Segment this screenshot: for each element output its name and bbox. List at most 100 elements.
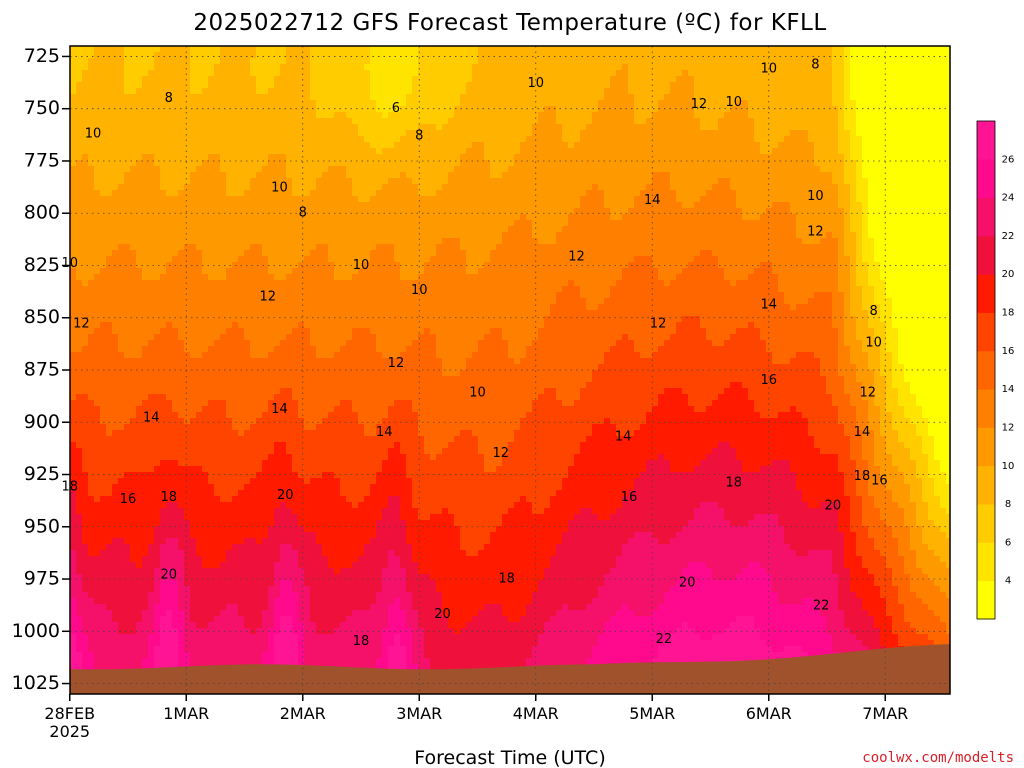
contour-label: 20 — [434, 607, 451, 622]
contour-label: 20 — [277, 488, 294, 503]
colorbar-segment — [977, 542, 995, 582]
contour-label: 10 — [469, 385, 486, 400]
colorbar-label: 14 — [1002, 384, 1015, 395]
y-tick-label: 950 — [24, 515, 60, 537]
contour-label: 12 — [807, 225, 824, 240]
x-axis-label: Forecast Time (UTC) — [414, 747, 605, 768]
colorbar-segment — [977, 465, 995, 505]
color-bar: 4 6 8 10 12 14 16 18 20 22 24 26 — [976, 120, 1015, 620]
contour-label: 16 — [621, 490, 638, 505]
contour-label: 18 — [726, 475, 743, 490]
y-tick-label: 1025 — [12, 672, 60, 694]
contour-label: 20 — [679, 576, 696, 591]
x-tick-label: 1MAR — [163, 704, 209, 723]
contour-label: 8 — [299, 206, 307, 221]
colorbar-segment — [977, 580, 995, 620]
contour-label: 14 — [615, 429, 632, 444]
contour-label: 10 — [807, 189, 824, 204]
contour-label: 18 — [854, 469, 871, 484]
contour-label: 22 — [656, 632, 673, 647]
contour-label: 10 — [353, 258, 370, 273]
credit-text: coolwx.com/modelts — [862, 750, 1014, 766]
y-tick-label: 975 — [24, 568, 60, 590]
y-axis: 725 750 775 800 825 850 875 900 925 950 975 1000 102… — [12, 45, 70, 694]
x-tick-label: 3MAR — [396, 704, 442, 723]
x-tick-label: 2MAR — [280, 704, 326, 723]
contour-label: 10 — [865, 335, 882, 350]
contour-label: 14 — [644, 193, 661, 208]
contour-label: 10 — [271, 181, 288, 196]
contour-label: 20 — [161, 567, 178, 582]
contour-label: 22 — [813, 599, 830, 614]
contour-label: 12 — [73, 317, 90, 332]
x-tick-sublabel: 2025 — [49, 722, 90, 741]
contour-label: 10 — [760, 61, 777, 76]
colorbar-segment — [977, 274, 995, 313]
contour-label: 10 — [726, 95, 743, 110]
contour-label: 6 — [392, 101, 400, 116]
grid-lines — [70, 46, 950, 694]
contour-label: 14 — [376, 425, 393, 440]
contour-label: 12 — [493, 446, 510, 461]
contour-label: 8 — [415, 128, 423, 143]
colorbar-label: 10 — [1002, 461, 1015, 472]
colorbar-segment — [977, 197, 995, 237]
contour-label: 18 — [161, 490, 178, 505]
colorbar-segment — [977, 235, 995, 275]
colorbar-label: 20 — [1002, 269, 1015, 280]
contour-label: 12 — [388, 356, 405, 371]
y-tick-label: 1000 — [12, 620, 60, 642]
colorbar-segment — [977, 350, 995, 390]
contour-label: 16 — [760, 373, 777, 388]
contour-label: 8 — [811, 57, 819, 72]
contour-label: 16 — [871, 473, 888, 488]
colorbar-segment — [977, 389, 995, 428]
y-tick-label: 775 — [24, 149, 60, 171]
contour-label: 18 — [353, 634, 370, 649]
contour-label: 12 — [650, 317, 667, 332]
y-tick-label: 750 — [24, 97, 60, 119]
y-tick-label: 925 — [24, 463, 60, 485]
colorbar-segment — [977, 159, 995, 199]
x-tick-label: 6MAR — [746, 704, 792, 723]
colorbar-label: 24 — [1002, 193, 1015, 204]
y-tick-label: 875 — [24, 359, 60, 381]
contour-label: 8 — [869, 304, 877, 319]
contour-label: 14 — [854, 425, 871, 440]
colorbar-label: 8 — [1005, 499, 1011, 510]
x-tick-label: 5MAR — [629, 704, 675, 723]
contour-label: 14 — [760, 298, 777, 313]
contour-label: 10 — [85, 126, 102, 141]
contour-label: 14 — [143, 411, 160, 426]
contour-label: 20 — [825, 498, 842, 513]
colorbar-label: 6 — [1005, 537, 1011, 548]
colorbar-segment — [977, 121, 995, 160]
colorbar-label: 16 — [1002, 346, 1015, 357]
contour-label: 12 — [260, 289, 277, 304]
colorbar-segment — [977, 427, 995, 467]
contour-label: 10 — [411, 283, 428, 298]
contour-label: 12 — [860, 385, 877, 400]
contour-label: 12 — [691, 97, 708, 112]
colorbar-label: 4 — [1005, 576, 1011, 587]
y-tick-label: 725 — [24, 45, 60, 67]
contour-label: 10 — [527, 76, 544, 91]
colorbar-label: 18 — [1002, 308, 1015, 319]
colorbar-segment — [977, 312, 995, 352]
colorbar-label: 22 — [1002, 231, 1015, 242]
ground-area — [70, 644, 950, 694]
contour-label: 14 — [271, 402, 288, 417]
contour-label: 16 — [120, 492, 137, 507]
colorbar-label: 12 — [1002, 422, 1015, 433]
x-tick-label: 7MAR — [862, 704, 908, 723]
contour-label: 18 — [498, 572, 515, 587]
y-tick-label: 900 — [24, 411, 60, 433]
chart-title: 2025022712 GFS Forecast Temperature (ºC)… — [193, 10, 826, 36]
x-tick-label: 4MAR — [513, 704, 559, 723]
temperature-fill — [70, 46, 950, 694]
x-tick-label: 28FEB — [44, 704, 95, 723]
colorbar-frame — [976, 120, 996, 620]
